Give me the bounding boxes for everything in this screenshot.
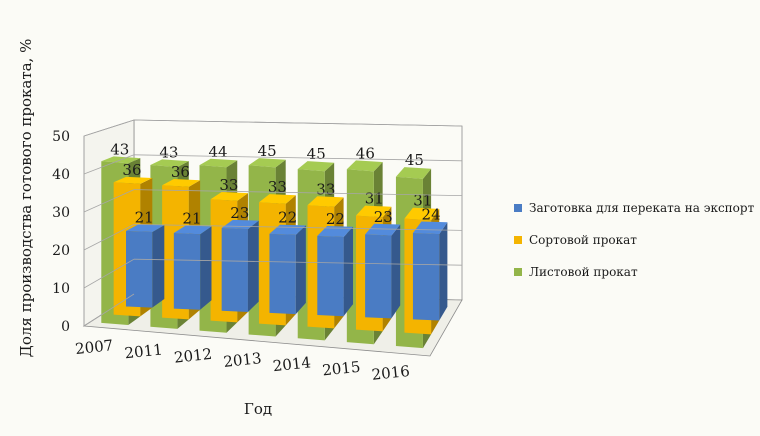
legend-swatch-section: [514, 236, 522, 244]
bar-top: [412, 221, 448, 235]
gridline-side: [83, 258, 135, 289]
data-label: 33: [316, 180, 335, 198]
data-label: 36: [122, 161, 141, 179]
bar-top: [355, 205, 392, 218]
bar-side: [439, 222, 448, 321]
data-label: 43: [159, 143, 178, 161]
data-label: 22: [278, 209, 297, 227]
data-label: 21: [182, 210, 201, 228]
gridline: [133, 154, 463, 162]
bar-0-2013: [269, 224, 306, 315]
bar-top: [317, 225, 354, 238]
bar-top: [248, 158, 286, 168]
x-tick-label: 2007: [74, 336, 114, 358]
legend-swatch-billet: [514, 204, 522, 212]
data-label: 46: [356, 144, 375, 162]
y-axis-title: Доля производства готового проката, %: [17, 39, 35, 358]
data-label: 24: [422, 206, 441, 224]
data-label: 33: [268, 178, 287, 196]
bar-front: [412, 232, 440, 321]
gridline-side: [83, 224, 135, 251]
gridline-side: [83, 119, 135, 137]
bar-top: [259, 194, 296, 204]
bar-side: [343, 226, 354, 317]
y-tick-label: 40: [52, 167, 70, 183]
bar-0-2016: [412, 221, 448, 321]
legend-label-billet: Заготовка для переката на экспорт: [529, 201, 755, 215]
gridline-side: [83, 154, 135, 175]
bar-side: [247, 220, 259, 312]
bar-top: [395, 167, 432, 179]
bar-front: [317, 235, 344, 317]
x-tick-label: 2011: [124, 341, 164, 363]
gridline: [133, 258, 463, 266]
bar-top: [150, 159, 189, 168]
bar-0-2012: [221, 219, 259, 312]
data-label: 23: [230, 204, 249, 222]
x-axis-title: Год: [244, 400, 272, 418]
legend-label-section: Сортовой прокат: [529, 233, 637, 247]
x-tick-label: 2016: [371, 362, 411, 384]
bar-top: [307, 196, 344, 207]
y-tick-label: 0: [61, 319, 70, 335]
bar-front: [269, 233, 296, 315]
bar-top: [346, 160, 383, 172]
x-tick-label: 2013: [223, 349, 263, 371]
gridline: [133, 224, 463, 231]
bar-top: [173, 225, 212, 235]
data-label: 44: [208, 143, 227, 161]
bar-0-2014: [317, 225, 354, 317]
data-label: 33: [219, 176, 238, 194]
bar-0-2007: [126, 224, 165, 308]
legend-item-billet: Заготовка для переката на экспорт: [514, 200, 760, 216]
bar-top: [199, 158, 238, 168]
bar-side: [152, 225, 165, 308]
y-tick-label: 20: [52, 243, 70, 259]
bar-front: [173, 233, 201, 310]
data-label: 36: [171, 163, 190, 181]
bar-top: [162, 179, 201, 187]
data-label: 23: [374, 208, 393, 226]
data-label: 31: [413, 192, 432, 210]
bar-front: [126, 230, 153, 308]
bar-0-2011: [173, 225, 212, 310]
data-label: 21: [135, 208, 154, 226]
x-tick-label: 2015: [321, 358, 361, 380]
gridline-side: [83, 293, 135, 327]
bar-top: [126, 224, 165, 233]
bar-side: [295, 225, 306, 315]
data-label: 45: [307, 145, 326, 163]
bar-side: [200, 226, 212, 310]
legend: Заготовка для переката на экспорт Сортов…: [514, 200, 760, 296]
legend-swatch-sheet: [514, 268, 522, 276]
bar-front: [365, 234, 392, 319]
chart-axes: 0 10 20 30 40 50 2007 2011 2012 2013 2014 2015 2016: [52, 119, 463, 384]
y-tick-label: 30: [52, 205, 70, 221]
bar-0-2015: [365, 223, 401, 319]
y-tick-label: 10: [52, 281, 70, 297]
x-tick-label: 2012: [173, 345, 213, 367]
gridline: [133, 189, 463, 196]
bar-side: [391, 224, 401, 319]
bar-front: [221, 227, 248, 312]
y-tick-label: 50: [52, 129, 70, 145]
bar-top: [365, 223, 401, 236]
gridline-side: [83, 189, 135, 213]
x-tick-label: 2014: [272, 353, 312, 375]
bar-top: [210, 191, 248, 201]
data-label: 31: [365, 190, 384, 208]
legend-item-sheet: Листовой прокат: [514, 264, 760, 280]
bar-top: [404, 207, 440, 221]
gridline: [133, 119, 463, 127]
legend-item-section: Сортовой прокат: [514, 232, 760, 248]
data-label: 22: [326, 210, 345, 228]
data-label: 43: [110, 140, 129, 158]
data-label: 45: [258, 142, 277, 160]
bar-top: [297, 161, 335, 172]
bar-top: [113, 176, 153, 184]
legend-label-sheet: Листовой прокат: [529, 265, 638, 279]
